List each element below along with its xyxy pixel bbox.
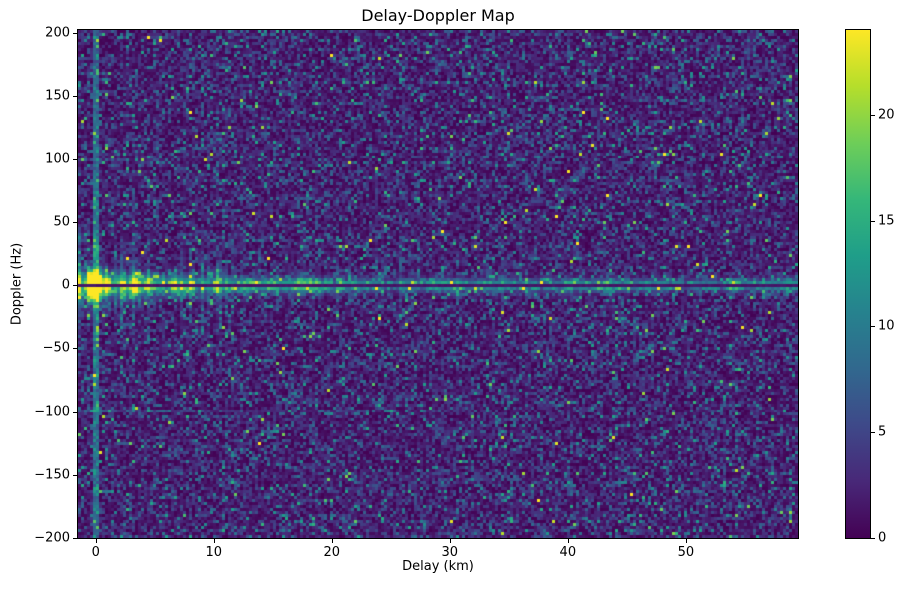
colorbar-tick-label: 20 [878, 107, 895, 123]
colorbar-tick-mark [871, 115, 875, 116]
colorbar-tick-label: 5 [878, 424, 887, 440]
colorbar [845, 29, 871, 539]
x-tick-label: 50 [677, 545, 695, 560]
y-tick-label: 100 [45, 151, 70, 167]
x-tick-label: 40 [559, 545, 577, 560]
x-tick-mark [568, 539, 569, 543]
colorbar-tick-mark [871, 221, 875, 222]
colorbar-tick-label: 10 [878, 318, 895, 334]
y-tick-mark [73, 475, 77, 476]
y-tick-mark [73, 538, 77, 539]
y-tick-mark [73, 412, 77, 413]
y-tick-mark [73, 33, 77, 34]
chart-title: Delay-Doppler Map [361, 6, 515, 25]
x-tick-label: 30 [441, 545, 459, 560]
heatmap-canvas [78, 30, 798, 538]
x-tick-label: 20 [323, 545, 341, 560]
x-tick-label: 0 [91, 545, 100, 560]
y-tick-label: 50 [53, 214, 70, 230]
plot-area [77, 29, 799, 539]
y-tick-mark [73, 222, 77, 223]
y-tick-label: 150 [45, 88, 70, 104]
x-tick-mark [332, 539, 333, 543]
x-axis-label: Delay (km) [402, 559, 474, 574]
x-tick-mark [214, 539, 215, 543]
x-tick-mark [96, 539, 97, 543]
y-tick-label: −200 [34, 530, 70, 546]
y-tick-mark [73, 96, 77, 97]
x-tick-mark [686, 539, 687, 543]
x-tick-mark [450, 539, 451, 543]
y-tick-label: −100 [34, 404, 70, 420]
colorbar-tick-mark [871, 538, 875, 539]
colorbar-tick-mark [871, 326, 875, 327]
y-tick-mark [73, 159, 77, 160]
x-tick-label: 10 [205, 545, 223, 560]
colorbar-tick-mark [871, 432, 875, 433]
y-tick-label: 200 [45, 25, 70, 41]
colorbar-gradient [846, 30, 870, 538]
y-tick-mark [73, 348, 77, 349]
colorbar-tick-label: 0 [878, 530, 887, 546]
y-tick-label: −50 [42, 340, 70, 356]
y-tick-label: 0 [61, 277, 70, 293]
colorbar-tick-label: 15 [878, 213, 895, 228]
y-tick-label: −150 [34, 467, 70, 483]
y-tick-mark [73, 285, 77, 286]
